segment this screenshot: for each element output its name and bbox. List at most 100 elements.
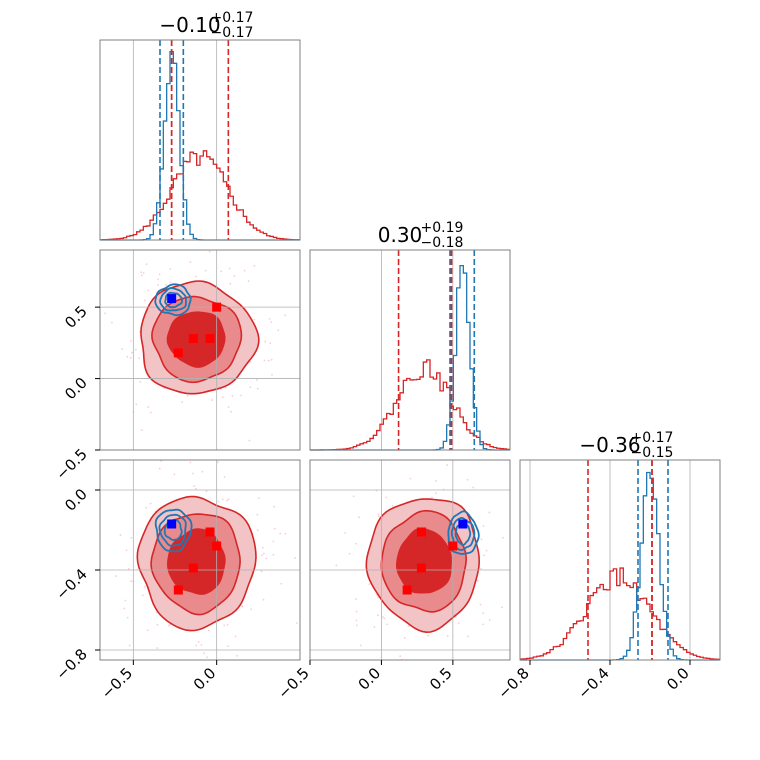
- scatter-point: [488, 619, 491, 622]
- scatter-point: [115, 575, 118, 577]
- scatter-point: [434, 480, 437, 482]
- scatter-point: [206, 656, 209, 659]
- scatter-point: [181, 401, 184, 403]
- scatter-point: [457, 622, 460, 624]
- scatter-point: [221, 396, 224, 399]
- marker-red: [173, 348, 183, 358]
- scatter-point: [446, 464, 449, 466]
- scatter-point: [472, 486, 475, 489]
- hist-blue-1: [310, 264, 510, 451]
- scatter-point: [227, 406, 230, 409]
- scatter-point: [173, 473, 176, 476]
- marker-red: [402, 585, 412, 595]
- scatter-point: [270, 321, 273, 324]
- scatter-point: [377, 596, 379, 599]
- scatter-point: [126, 616, 129, 619]
- scatter-point: [140, 271, 143, 274]
- scatter-point: [368, 452, 370, 454]
- scatter-point: [480, 538, 483, 541]
- scatter-point: [234, 635, 237, 638]
- scatter-point: [130, 536, 133, 539]
- title-main: −0.10: [159, 13, 220, 37]
- marker-red: [416, 527, 426, 537]
- scatter-point: [129, 357, 132, 359]
- scatter-point: [229, 282, 232, 285]
- scatter-point: [284, 314, 287, 317]
- y-tick-label: 0.5: [61, 302, 91, 332]
- scatter-point: [488, 511, 491, 514]
- hist-red-1: [310, 359, 510, 451]
- scatter-point: [501, 606, 504, 609]
- scatter-point: [157, 284, 159, 286]
- scatter-point: [250, 608, 253, 611]
- scatter-point: [144, 299, 146, 302]
- scatter-point: [272, 553, 275, 556]
- scatter-point: [272, 540, 275, 543]
- scatter-point: [355, 610, 358, 613]
- scatter-point: [376, 614, 379, 617]
- scatter-point: [142, 272, 145, 274]
- marker-red: [212, 302, 222, 312]
- spine-layer: [95, 39, 721, 665]
- scatter-point: [391, 504, 394, 507]
- panel-spine: [99, 39, 301, 241]
- scatter-point: [231, 395, 234, 397]
- scatter-point: [195, 644, 198, 647]
- scatter-point: [248, 439, 251, 442]
- scatter-point: [189, 461, 192, 464]
- scatter-point: [256, 379, 258, 381]
- x-tick-label: −0.8: [494, 664, 532, 702]
- scatter-point: [256, 513, 259, 516]
- scatter-point: [355, 619, 358, 622]
- contour-blue-1: [159, 287, 187, 312]
- scatter-point: [269, 342, 272, 345]
- scatter-point: [377, 513, 380, 516]
- scatter-point: [147, 289, 150, 292]
- scatter-point: [208, 236, 210, 238]
- scatter-point: [230, 410, 232, 413]
- scatter-point: [195, 487, 197, 490]
- scatter-point: [141, 594, 144, 597]
- y-tick-label: 0.0: [61, 374, 91, 404]
- scatter-point: [249, 360, 252, 363]
- contour-blue-0: [154, 283, 192, 317]
- contour-blue-2: [164, 291, 183, 309]
- scatter-point: [273, 505, 275, 508]
- scatter-point: [91, 336, 93, 338]
- scatter-point: [110, 321, 113, 324]
- title-sup-2: +0.17: [631, 430, 674, 446]
- scatter-point: [268, 317, 271, 320]
- marker-red: [188, 334, 198, 344]
- scatter-point: [205, 490, 208, 493]
- panel-spine: [99, 459, 301, 661]
- scatter-point: [241, 605, 244, 608]
- scatter-point: [431, 496, 433, 499]
- scatter-point: [455, 616, 457, 618]
- scatter-point: [271, 373, 273, 376]
- scatter-point: [236, 654, 238, 657]
- y-tick-label: −0.4: [52, 565, 90, 603]
- scatter-point: [381, 616, 384, 618]
- scatter-point: [211, 399, 213, 401]
- scatter-point: [124, 599, 127, 602]
- title-main: 0.30: [378, 223, 423, 247]
- title-sup-1: +0.19: [421, 220, 464, 236]
- red-contours: [140, 280, 260, 395]
- y-tick-label: 0.0: [61, 485, 91, 515]
- contour-blue-2: [163, 518, 183, 541]
- scatter-point: [208, 250, 211, 253]
- panel-spine: [309, 459, 511, 661]
- scatter-point: [467, 635, 469, 638]
- scatter-point: [243, 269, 246, 272]
- scatter-point: [145, 263, 148, 265]
- scatter-point: [502, 536, 504, 539]
- scatter-point: [195, 275, 197, 278]
- scatter-point: [355, 624, 358, 627]
- scatter-point: [149, 502, 152, 505]
- x-tick-label: 0.0: [355, 664, 385, 694]
- scatter-point: [400, 669, 402, 671]
- scatter-point: [277, 329, 280, 332]
- blue-contours: [154, 508, 193, 553]
- scatter-point: [352, 495, 355, 498]
